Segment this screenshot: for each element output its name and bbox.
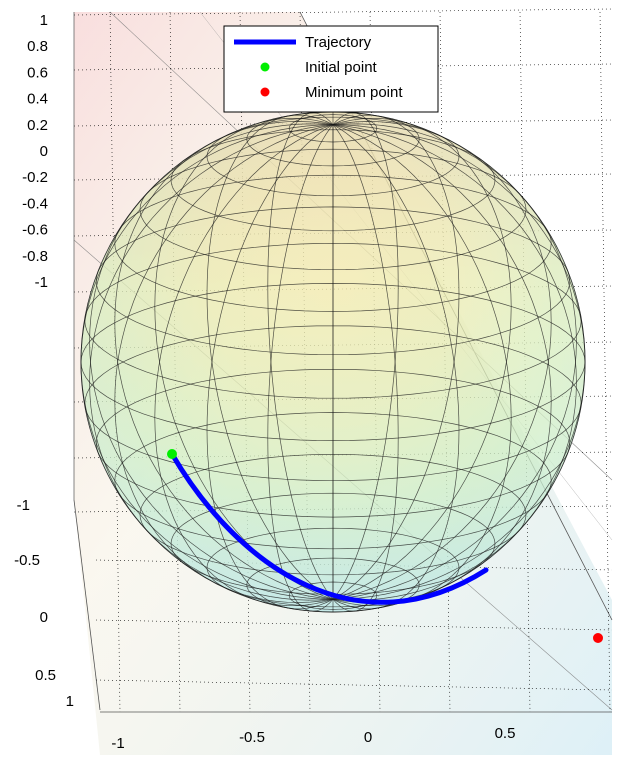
grid-line <box>599 11 611 713</box>
sphere-meridian <box>89 124 334 601</box>
initial-point-marker <box>167 449 177 459</box>
z-tick-label: -0.2 <box>22 169 48 186</box>
sphere-meridian <box>206 124 334 610</box>
grid-line <box>109 11 121 713</box>
sphere-meridian <box>114 124 334 603</box>
sphere-meridian <box>80 124 334 600</box>
sphere-meridian <box>332 124 399 612</box>
grid-line <box>519 11 531 713</box>
sphere-meridian <box>332 114 460 600</box>
sphere-meridian <box>154 124 334 607</box>
minimum-point-marker <box>593 633 603 643</box>
series-layer <box>167 449 603 643</box>
z-tick-label: -0.4 <box>22 195 48 212</box>
sphere-meridian <box>332 121 552 600</box>
sphere-surface <box>80 111 586 613</box>
grid-line <box>169 11 181 713</box>
grid-line <box>439 11 451 713</box>
z-tick-label: -0.8 <box>22 248 48 265</box>
z-tick-label: 0.4 <box>27 91 48 108</box>
legend-label: Minimum point <box>305 84 403 101</box>
z-tick-label: 1 <box>40 12 48 29</box>
y-tick-label: 0.5 <box>35 667 56 684</box>
grid-line <box>73 119 613 127</box>
legend-label: Initial point <box>305 59 378 76</box>
y-tick-label: -1 <box>17 497 30 514</box>
trajectory-line <box>169 451 489 605</box>
y-tick-label: -0.5 <box>14 552 40 569</box>
sphere-meridian <box>332 117 512 600</box>
z-tick-label: 0.6 <box>27 64 48 81</box>
z-tick-label: 0 <box>40 143 48 160</box>
legend: Trajectory Initial point Minimum point <box>223 25 439 113</box>
z-tick-label: 0.2 <box>27 117 48 134</box>
x-tick-label: -1 <box>111 735 124 752</box>
sphere-meridian <box>332 124 552 603</box>
x-tick-label: 0 <box>364 729 372 746</box>
y-axis-ticks: -1 -0.5 0 0.5 1 <box>14 497 74 710</box>
grid-line <box>73 63 613 71</box>
legend-swatch <box>260 62 270 72</box>
legend-label: Trajectory <box>305 34 372 51</box>
grid-line <box>73 8 613 16</box>
sphere-meridian <box>114 121 334 600</box>
sphere-meridian <box>332 123 577 600</box>
x-axis-ticks: -1 -0.5 0 0.5 <box>111 725 515 752</box>
sphere-meridian <box>332 124 586 600</box>
y-tick-label: 1 <box>66 693 74 710</box>
y-tick-label: 0 <box>40 609 48 626</box>
legend-swatch <box>260 87 270 97</box>
sphere-meridian <box>154 117 334 600</box>
sphere-meridian <box>267 112 334 600</box>
z-tick-label: -0.6 <box>22 222 48 239</box>
x-tick-label: -0.5 <box>239 729 265 746</box>
z-axis-ticks: 1 0.8 0.6 0.4 0.2 0 -0.2 -0.4 -0.6 -0.8 -1 <box>22 12 48 291</box>
grid-line <box>73 173 613 181</box>
z-tick-label: -1 <box>35 274 48 291</box>
x-tick-label: 0.5 <box>495 725 516 742</box>
sphere-meridian <box>89 123 334 600</box>
sphere-meridian <box>332 124 577 601</box>
sphere-meridian <box>206 114 334 600</box>
z-tick-label: 0.8 <box>27 38 48 55</box>
